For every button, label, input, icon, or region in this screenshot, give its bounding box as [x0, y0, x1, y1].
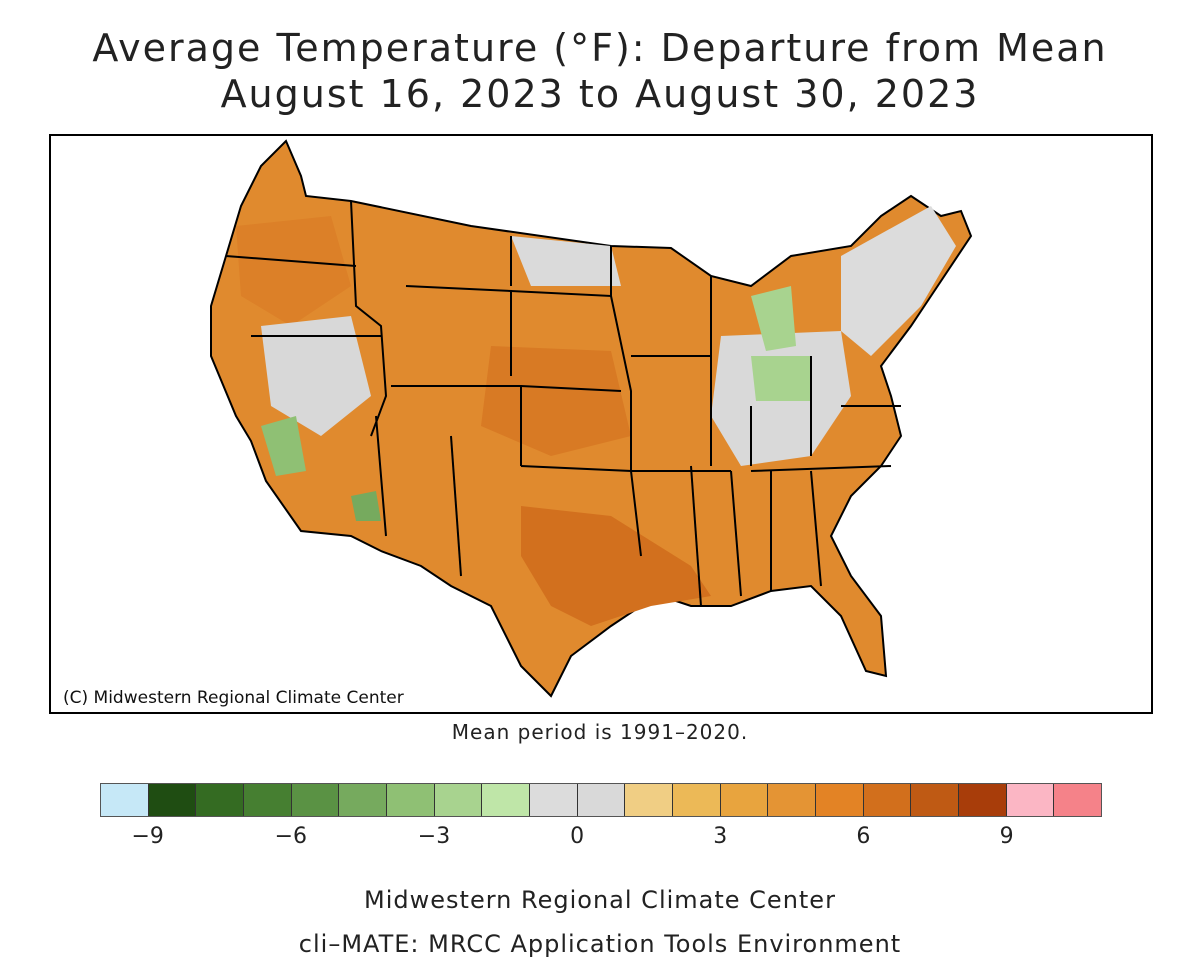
cool-area-michigan [751, 286, 796, 351]
legend-tick-label: −9 [131, 824, 164, 849]
cool-area-arizona [351, 491, 381, 521]
normal-area-north-plains [511, 236, 621, 286]
legend-swatch [816, 784, 864, 816]
legend-tick-label: −3 [417, 824, 451, 849]
map-credit-text: (C) Midwestern Regional Climate Center [63, 688, 404, 708]
color-legend [100, 783, 1102, 817]
legend-swatch [1006, 784, 1055, 816]
legend-swatch [244, 784, 292, 816]
legend-swatch [1054, 784, 1102, 816]
cool-area-california [261, 416, 306, 476]
legend-swatch [911, 784, 960, 816]
cool-area-ohio [751, 356, 811, 401]
legend-swatch [148, 784, 197, 816]
legend-swatch [768, 784, 817, 816]
hot-area-plains [481, 346, 631, 456]
legend-tick-label: 0 [570, 824, 585, 849]
legend-tick-label: 6 [856, 824, 871, 849]
legend-swatch [387, 784, 435, 816]
legend-swatch [720, 784, 769, 816]
legend-swatch [339, 784, 388, 816]
legend-swatch [291, 784, 340, 816]
footer-organization: Midwestern Regional Climate Center [364, 886, 836, 914]
legend-swatch [196, 784, 245, 816]
normal-area-northeast [841, 206, 956, 356]
legend-swatch [959, 784, 1007, 816]
legend-tick-label: 3 [713, 824, 728, 849]
legend-swatch [101, 784, 149, 816]
legend-swatch [530, 784, 578, 816]
legend-swatch [863, 784, 912, 816]
normal-area-great-basin [261, 316, 371, 436]
mean-period-note: Mean period is 1991–2020. [451, 720, 749, 744]
legend-swatch [434, 784, 483, 816]
map-title-line1: Average Temperature (°F): Departure from… [92, 26, 1108, 70]
legend-swatch [673, 784, 721, 816]
legend-tick-label: 9 [999, 824, 1014, 849]
map-frame: (C) Midwestern Regional Climate Center [49, 134, 1153, 714]
legend-tick-label: −6 [274, 824, 308, 849]
hot-area-south [521, 506, 711, 626]
map-title-line2: August 16, 2023 to August 30, 2023 [220, 72, 980, 116]
footer-tool-name: cli–MATE: MRCC Application Tools Environ… [298, 930, 902, 958]
legend-swatch [482, 784, 531, 816]
us-temperature-map [210, 139, 973, 698]
legend-swatch [577, 784, 626, 816]
hot-area-northwest [236, 216, 351, 326]
legend-swatch [625, 784, 674, 816]
state-borders [225, 200, 901, 607]
